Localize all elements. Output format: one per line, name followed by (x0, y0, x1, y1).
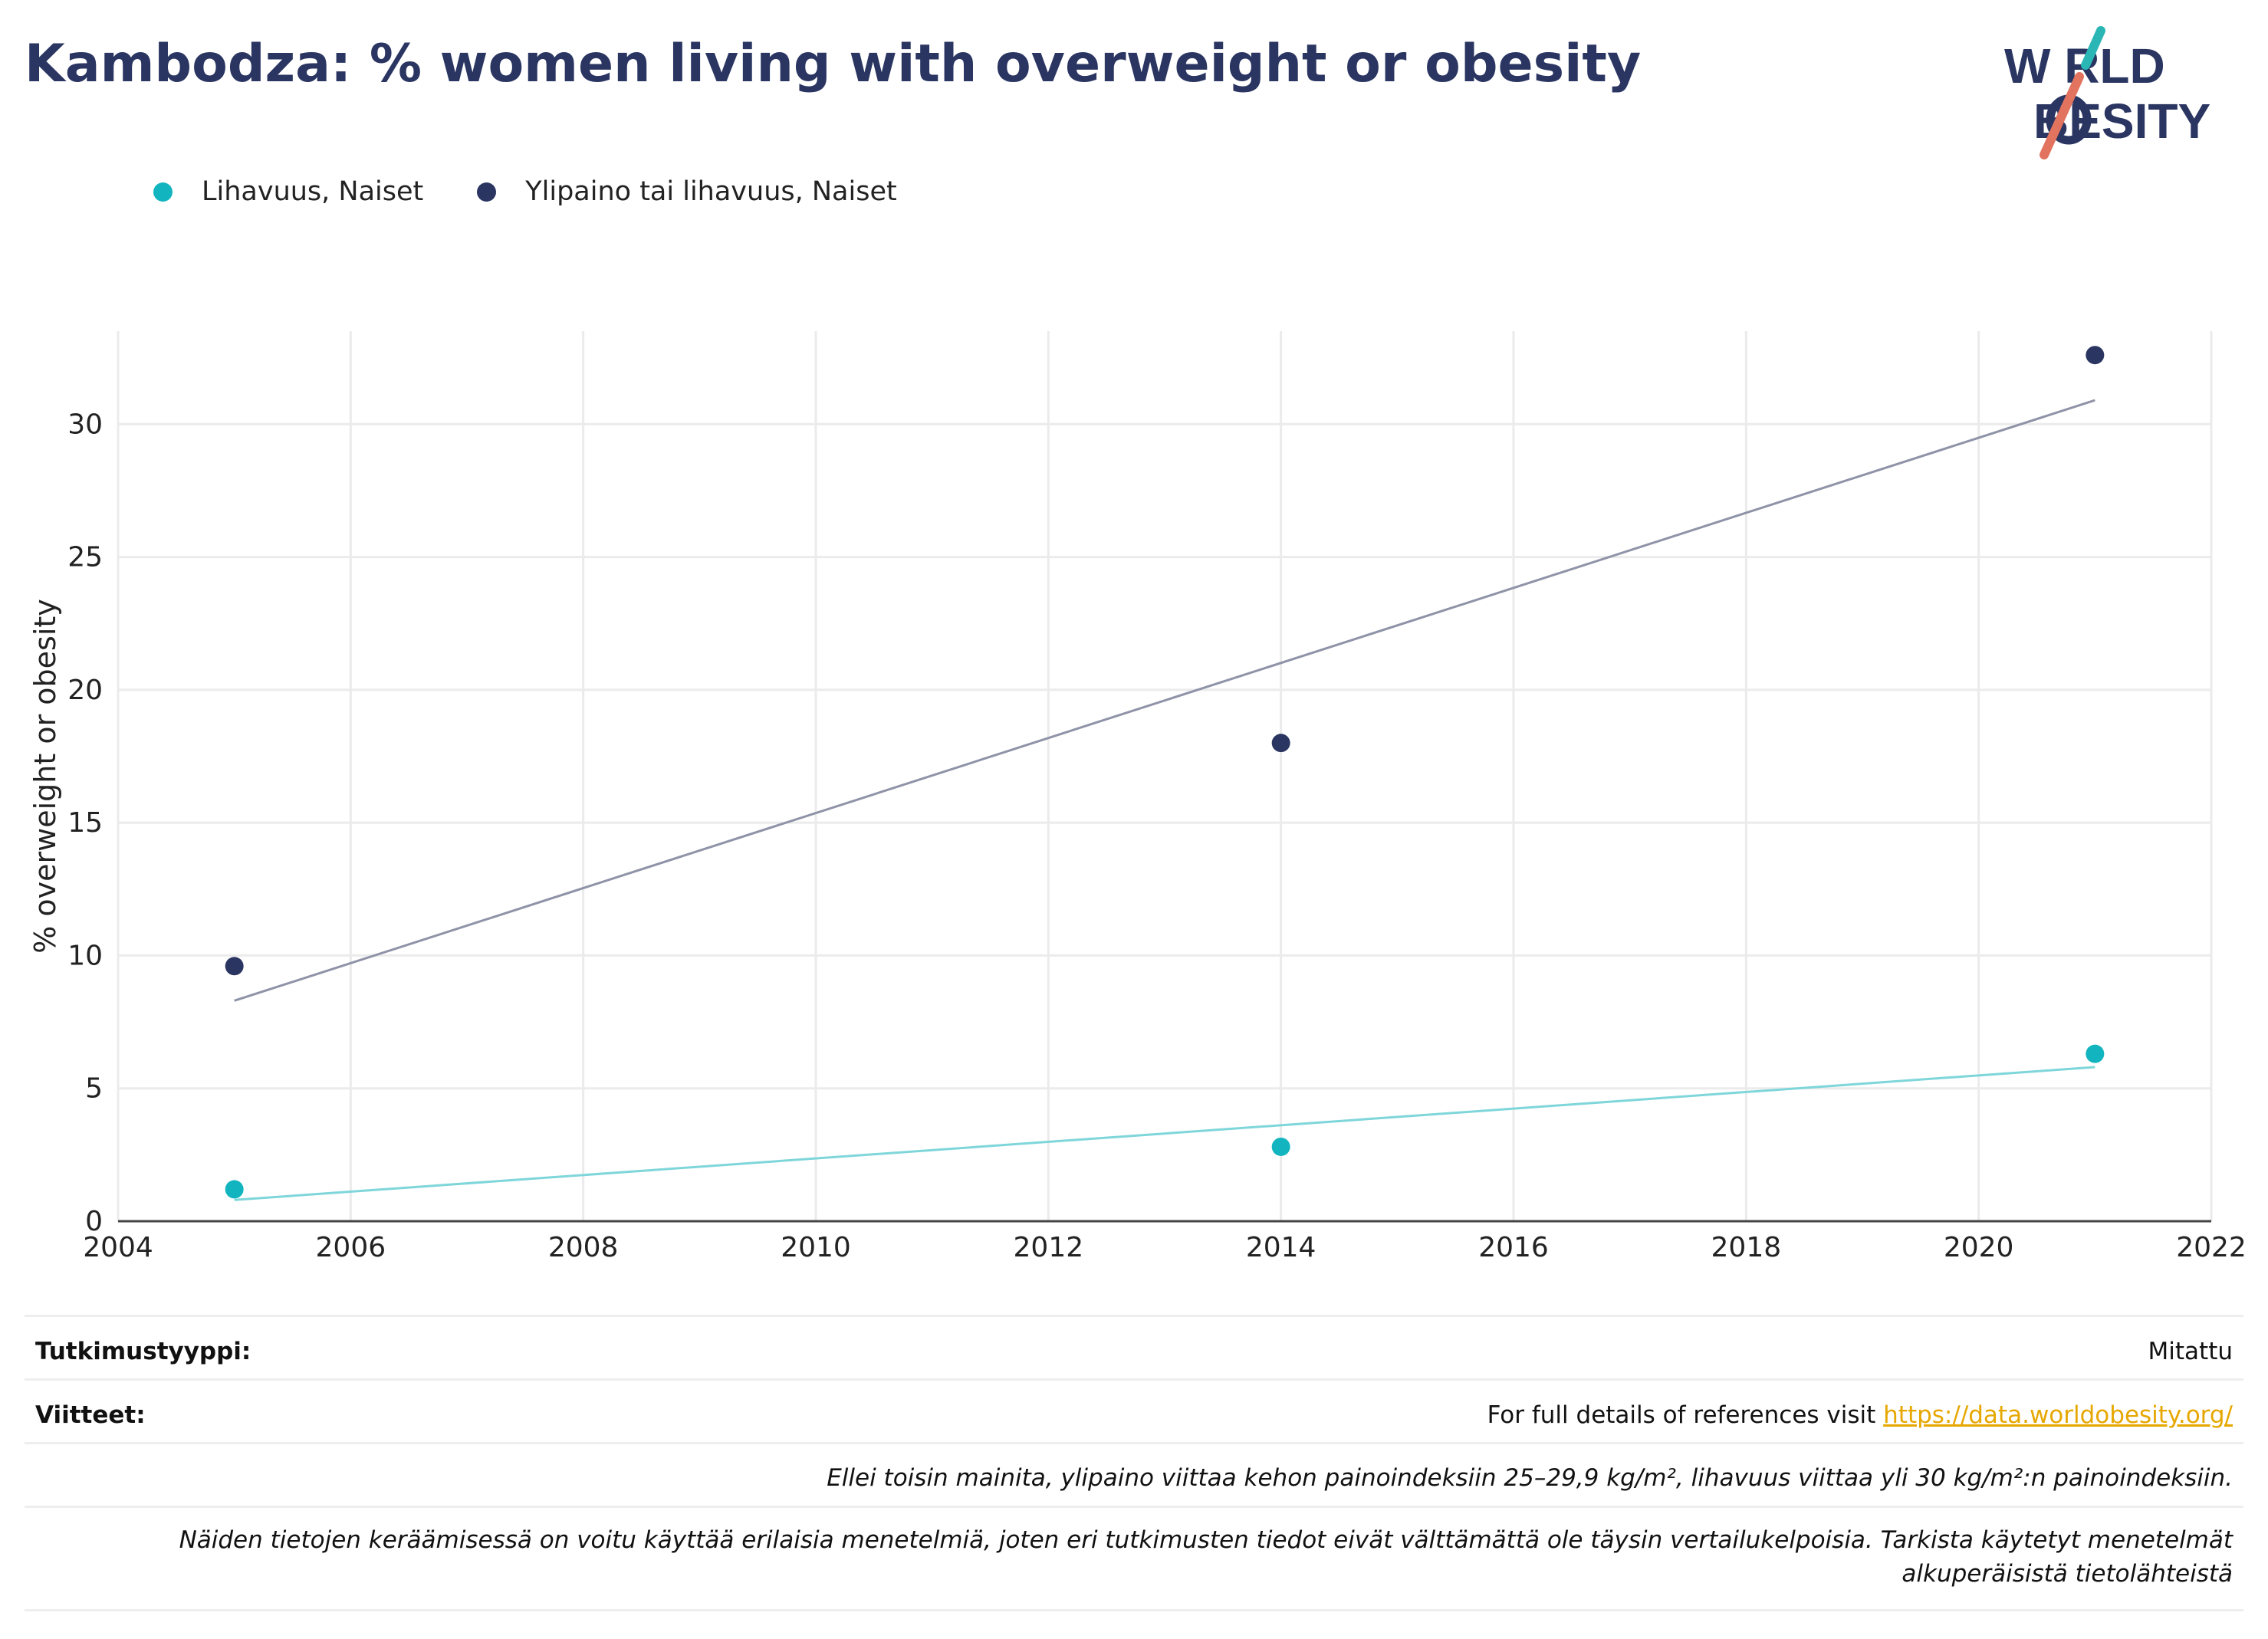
data-point-series-0 (225, 1180, 244, 1199)
info-row-definition-note: Ellei toisin mainita, ylipaino viittaa k… (25, 1442, 2243, 1508)
legend: Lihavuus, Naiset Ylipaino tai lihavuus, … (153, 170, 951, 213)
x-tick-label: 2014 (1246, 1232, 1316, 1263)
y-axis-label: % overweight or obesity (28, 599, 62, 954)
y-tick-label: 15 (67, 807, 103, 839)
x-tick-label: 2006 (316, 1232, 386, 1263)
y-tick-label: 0 (85, 1206, 103, 1237)
trendline-series-0 (234, 1066, 2095, 1201)
y-tick-label: 5 (85, 1073, 103, 1105)
info-row-methods-note: Näiden tietojen keräämisessä on voitu kä… (25, 1506, 2243, 1611)
study-type-value: Mitattu (2148, 1338, 2233, 1365)
legend-marker-overweight (477, 182, 497, 202)
references-link[interactable]: https://data.worldobesity.org/ (1883, 1401, 2233, 1429)
definition-note: Ellei toisin mainita, ylipaino viittaa k… (827, 1464, 2233, 1492)
info-row-references: Viitteet: For full details of references… (25, 1378, 2243, 1444)
x-tick-label: 2012 (1014, 1232, 1084, 1263)
legend-item-obesity[interactable]: Lihavuus, Naiset (153, 176, 423, 207)
trendline-series-1 (234, 399, 2095, 1002)
study-type-label: Tutkimustyyppi: (35, 1338, 251, 1365)
x-tick-label: 2020 (1944, 1232, 2014, 1263)
methods-note-line-1: Näiden tietojen keräämisessä on voitu kä… (179, 1526, 2233, 1554)
data-point-series-0 (1271, 1137, 1290, 1156)
y-tick-label: 30 (67, 409, 103, 440)
y-tick-label: 10 (67, 940, 103, 971)
y-tick-label: 20 (67, 675, 103, 706)
references-value: For full details of references visit htt… (1487, 1401, 2233, 1429)
methods-note-line-2: alkuperäisistä tietolähteistä (1902, 1560, 2233, 1588)
data-point-series-1 (225, 957, 244, 976)
references-label: Viitteet: (35, 1401, 146, 1429)
x-tick-label: 2018 (1711, 1232, 1782, 1263)
legend-marker-obesity (153, 182, 173, 202)
y-tick-label: 25 (67, 542, 103, 573)
legend-item-overweight[interactable]: Ylipaino tai lihavuus, Naiset (477, 176, 897, 207)
page-title: Kambodza: % women living with overweight… (25, 34, 1642, 94)
data-point-series-0 (2086, 1044, 2105, 1063)
world-obesity-logo: W RLD BESITY (2004, 26, 2210, 159)
legend-label-obesity: Lihavuus, Naiset (202, 176, 424, 207)
scatter-chart: 2004 2006 2008 2010 2012 2014 2016 2018 2020 2022… (28, 331, 2247, 1263)
logo-teal-slash (2081, 26, 2105, 70)
x-tick-label: 2010 (781, 1232, 851, 1263)
logo-coral-slash (2040, 72, 2084, 159)
x-tick-label: 2008 (548, 1232, 619, 1263)
references-text: For full details of references visit (1487, 1401, 1884, 1429)
x-tick-label: 2022 (2176, 1232, 2247, 1263)
x-tick-label: 2004 (83, 1232, 153, 1263)
info-row-study-type: Tutkimustyyppi: Mitattu (25, 1315, 2243, 1381)
x-tick-label: 2016 (1478, 1232, 1549, 1263)
legend-label-overweight: Ylipaino tai lihavuus, Naiset (525, 176, 897, 207)
methods-note: Näiden tietojen keräämisessä on voitu kä… (179, 1523, 2233, 1591)
data-point-series-1 (2086, 346, 2105, 365)
data-point-series-1 (1271, 734, 1290, 753)
